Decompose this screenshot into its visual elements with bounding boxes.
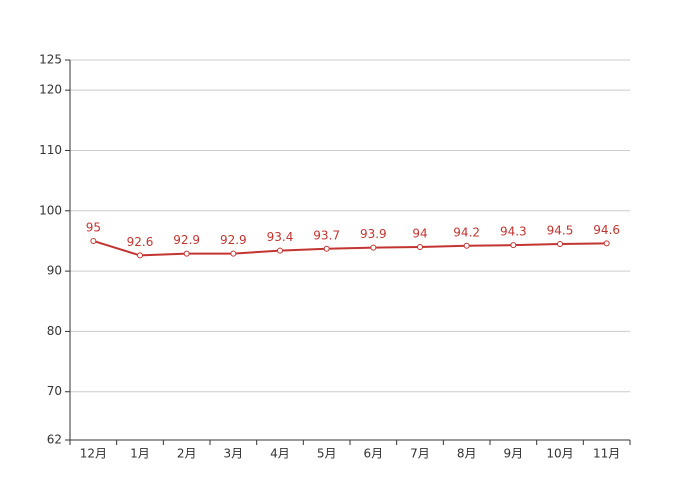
x-tick-label: 3月 (224, 447, 244, 461)
data-label: 92.9 (220, 233, 247, 247)
point (370, 244, 377, 251)
point (323, 245, 330, 252)
data-label: 95 (86, 220, 101, 234)
y-tick-label: 62 (47, 433, 62, 447)
data-label: 93.7 (313, 228, 340, 242)
y-tick-label: 120 (39, 83, 62, 97)
x-tick-label: 10月 (546, 447, 573, 461)
point (510, 242, 517, 249)
data-label: 94.6 (593, 223, 620, 237)
point (463, 242, 470, 249)
x-tick-label: 1月 (130, 447, 150, 461)
point (137, 252, 143, 259)
data-label: 94.3 (500, 225, 527, 239)
x-tick-label: 5月 (317, 447, 337, 461)
x-tick-label: 8月 (457, 447, 477, 461)
y-tick-label: 110 (39, 143, 62, 157)
data-label: 94.5 (547, 223, 574, 237)
x-tick-label: 2月 (177, 447, 197, 461)
y-tick-label: 80 (47, 324, 62, 338)
x-tick-label: 7月 (410, 447, 430, 461)
x-tick-label: 12月 (80, 447, 107, 461)
y-tick-label: 100 (39, 203, 62, 217)
data-label: 93.4 (267, 230, 294, 244)
y-tick-label: 90 (47, 264, 62, 278)
x-tick-label: 9月 (504, 447, 524, 461)
x-tick-label: 11月 (593, 447, 620, 461)
point (277, 247, 283, 254)
point (230, 250, 237, 257)
point (417, 243, 423, 250)
data-label: 94.2 (453, 225, 480, 239)
point (90, 237, 97, 244)
data-label: 94 (412, 226, 427, 240)
y-tick-label: 125 (39, 53, 62, 67)
point (557, 240, 563, 247)
data-label: 92.6 (127, 235, 154, 249)
data-label: 92.9 (173, 233, 200, 247)
point (603, 240, 610, 247)
point (183, 250, 190, 257)
y-tick-label: 70 (47, 384, 62, 398)
x-tick-label: 6月 (364, 447, 384, 461)
line (93, 239, 607, 257)
x-tick-label: 4月 (270, 447, 290, 461)
data-label: 93.9 (360, 227, 387, 241)
